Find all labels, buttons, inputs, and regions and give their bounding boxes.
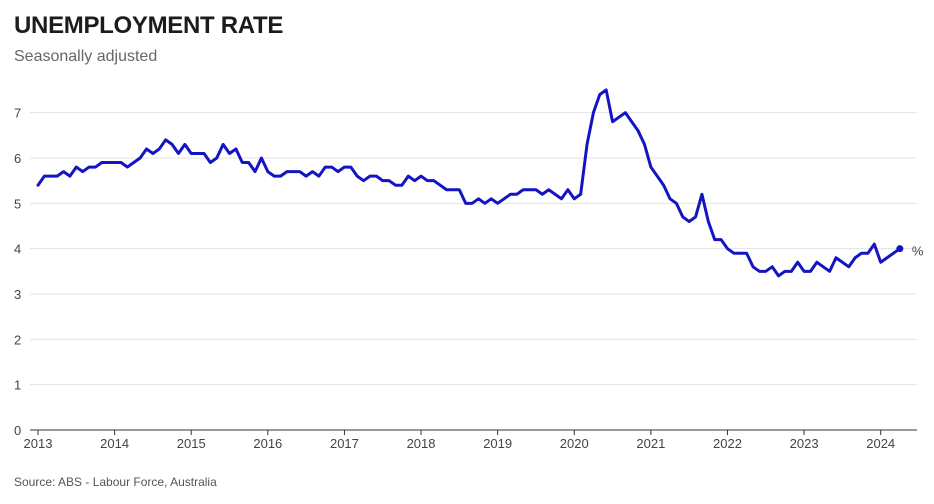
- x-tick-label: 2013: [24, 436, 53, 451]
- unit-label: %: [912, 244, 924, 259]
- y-tick-label: 0: [14, 423, 21, 438]
- y-tick-label: 3: [14, 287, 21, 302]
- x-tick-label: 2023: [790, 436, 819, 451]
- chart-title: UNEMPLOYMENT RATE: [14, 12, 284, 39]
- y-tick-label: 2: [14, 332, 21, 347]
- x-tick-label: 2022: [713, 436, 742, 451]
- y-tick-label: 4: [14, 242, 21, 257]
- series-line-unemployment: [36, 88, 902, 278]
- source-note: Source: ABS - Labour Force, Australia: [14, 475, 217, 489]
- x-tick-label: 2017: [330, 436, 359, 451]
- x-tick-label: 2020: [560, 436, 589, 451]
- y-tick-label: 6: [14, 151, 21, 166]
- chart-subtitle: Seasonally adjusted: [14, 48, 158, 65]
- series-end-marker: [896, 245, 904, 253]
- y-tick-label: 1: [14, 378, 21, 393]
- x-tick-label: 2014: [100, 436, 129, 451]
- y-axis-labels: 0 1 2 3 4 5 6 7: [14, 106, 21, 438]
- x-axis: 2013 2014 2015 2016 2017 2018 2019 2020 2021 2022…: [24, 430, 895, 451]
- x-tick-label: 2018: [407, 436, 436, 451]
- x-tick-label: 2019: [483, 436, 512, 451]
- x-tick-label: 2016: [253, 436, 282, 451]
- x-tick-label: 2015: [177, 436, 206, 451]
- y-tick-label: 5: [14, 196, 21, 211]
- x-tick-label: 2024: [866, 436, 895, 451]
- gridlines: [30, 112, 917, 386]
- y-tick-label: 7: [14, 106, 21, 121]
- x-tick-label: 2021: [636, 436, 665, 451]
